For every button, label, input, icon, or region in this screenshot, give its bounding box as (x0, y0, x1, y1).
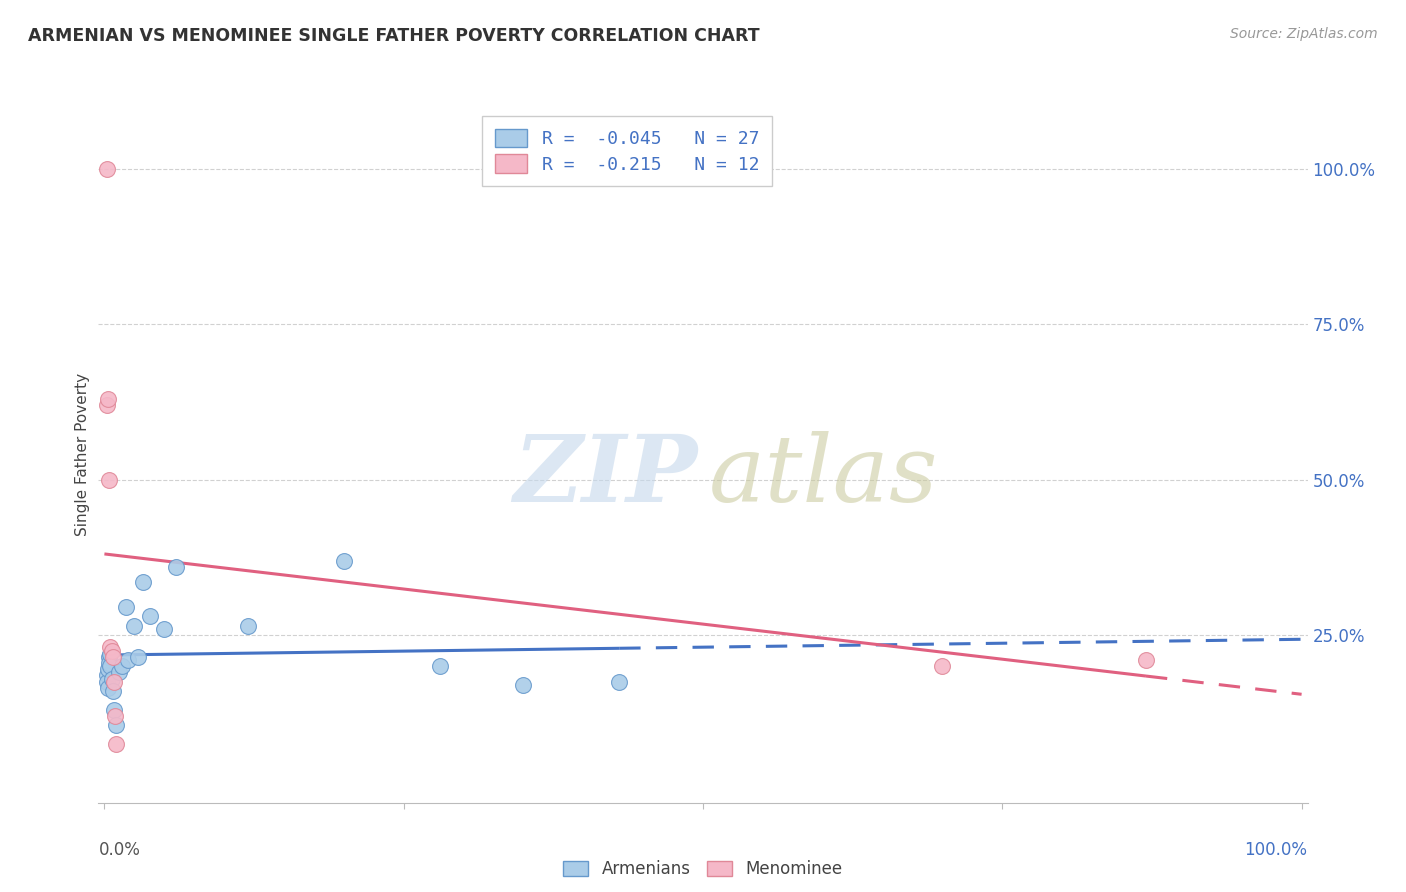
Point (104, 708, 127, 723)
Text: 100.0%: 100.0% (1244, 841, 1308, 859)
Point (100, 640, 122, 655)
Point (97, 681, 120, 695)
Point (931, 659, 953, 673)
Point (132, 575, 155, 590)
Text: Source: ZipAtlas.com: Source: ZipAtlas.com (1230, 27, 1378, 41)
Point (105, 737, 128, 751)
Point (1135, 653, 1157, 667)
Point (236, 619, 259, 633)
Point (98, 656, 121, 670)
Point (103, 703, 125, 717)
Point (115, 600, 138, 615)
Point (333, 553, 356, 567)
Point (429, 659, 451, 673)
Point (105, 718, 128, 732)
Point (100, 672, 122, 686)
Point (96, 668, 118, 682)
Point (107, 665, 129, 680)
Point (512, 678, 534, 692)
Point (96, 674, 118, 689)
Point (165, 559, 187, 574)
Text: ARMENIAN VS MENOMINEE SINGLE FATHER POVERTY CORRELATION CHART: ARMENIAN VS MENOMINEE SINGLE FATHER POVE… (28, 27, 759, 45)
Point (96, 162, 118, 177)
Point (117, 653, 139, 667)
Point (139, 609, 162, 624)
Point (100, 647, 122, 661)
Point (103, 674, 125, 689)
Legend: Armenians, Menominee: Armenians, Menominee (557, 854, 849, 885)
Point (101, 649, 124, 664)
Point (98, 473, 121, 487)
Text: atlas: atlas (709, 431, 939, 521)
Point (111, 659, 134, 673)
Y-axis label: Single Father Poverty: Single Father Poverty (75, 374, 90, 536)
Point (153, 622, 176, 636)
Point (124, 619, 146, 633)
Point (100, 659, 122, 673)
Text: ZIP: ZIP (513, 431, 697, 521)
Point (101, 684, 124, 698)
Point (607, 674, 630, 689)
Point (98, 649, 121, 664)
Point (96, 398, 118, 412)
Point (100, 643, 122, 657)
Point (97, 662, 120, 676)
Point (127, 649, 149, 664)
Text: 0.0%: 0.0% (98, 841, 141, 859)
Point (97, 392, 120, 406)
